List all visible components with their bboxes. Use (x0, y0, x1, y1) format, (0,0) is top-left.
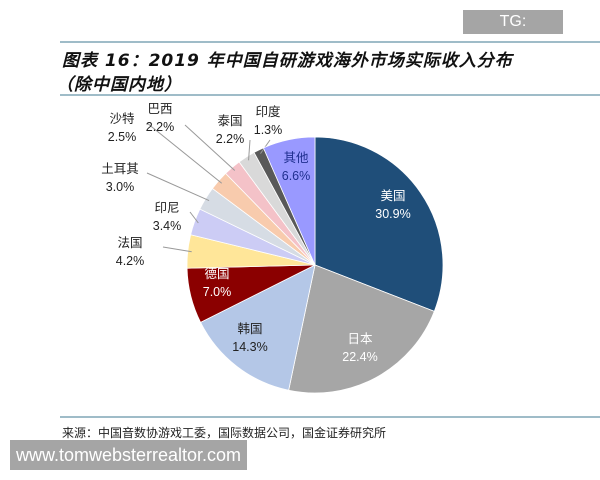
source-note: 来源：中国音数协游戏工委，国际数据公司，国金证券研究所 (62, 426, 387, 440)
watermark-bottom: www.tomwebsterrealtor.com (10, 440, 247, 470)
slice-label: 美国 (380, 189, 405, 203)
slice-label: 印度 (255, 104, 281, 119)
source-rule (60, 416, 600, 418)
slice-label: 其他 (283, 151, 309, 165)
data-label: 3.0% (106, 180, 135, 194)
slice-label: 法国 (117, 236, 142, 250)
data-label: 4.2% (116, 254, 145, 268)
data-label: 22.4% (342, 350, 377, 364)
leader-line-7 (146, 122, 223, 184)
pie-slice-1 (288, 264, 435, 394)
data-label: 2.5% (108, 130, 137, 144)
data-label: 2.2% (146, 120, 175, 134)
slice-label: 日本 (347, 332, 373, 346)
leader-line-8 (184, 124, 236, 171)
slice-label: 土耳其 (101, 162, 139, 176)
leader-line-9 (248, 139, 251, 161)
chart-subtitle: （除中国内地） (56, 75, 182, 95)
slice-label: 德国 (204, 266, 229, 281)
data-label: 7.0% (203, 285, 232, 299)
leader-line-6 (146, 172, 210, 201)
data-label: 6.6% (282, 169, 311, 183)
leader-line-4 (162, 246, 192, 253)
data-label: 2.2% (216, 132, 245, 146)
data-label: 30.9% (375, 207, 410, 221)
pie-slice-0 (314, 136, 444, 312)
slice-label: 泰国 (217, 114, 242, 128)
data-label: 3.4% (153, 219, 182, 233)
slice-label: 巴西 (147, 102, 172, 116)
chart-title: 图表 16：2019 年中国自研游戏海外市场实际收入分布 (62, 51, 513, 71)
slice-label: 沙特 (109, 111, 134, 126)
data-label: 14.3% (232, 340, 267, 354)
slice-label: 印尼 (154, 201, 179, 215)
title-top-rule (60, 41, 600, 43)
title-bottom-rule (60, 94, 600, 96)
pie-slice-2 (200, 264, 316, 391)
slice-label: 韩国 (237, 321, 262, 336)
leader-line-5 (189, 211, 199, 224)
pie-slice-11 (262, 136, 316, 266)
data-label: 1.3% (254, 123, 283, 137)
